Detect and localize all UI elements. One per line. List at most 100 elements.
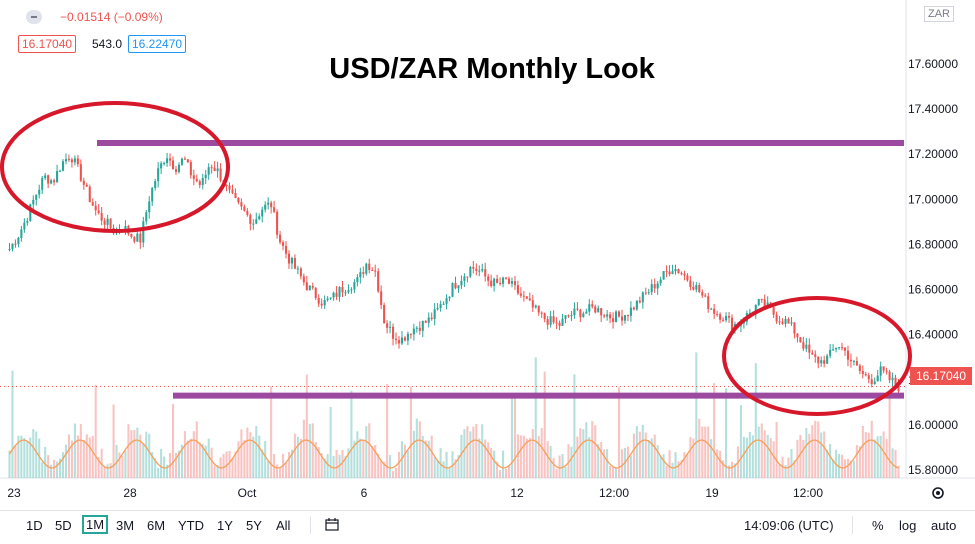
legend-menu-icon[interactable]: [26, 10, 42, 24]
settings-gear-icon[interactable]: [932, 487, 944, 499]
volume-bar: [528, 438, 531, 478]
candle-body: [287, 253, 291, 264]
utc-clock[interactable]: 14:09:06 (UTC): [744, 518, 834, 533]
volume-bar: [561, 454, 564, 478]
volume-bar: [778, 464, 781, 478]
candle-body: [677, 269, 680, 274]
highlight-circle-bottom[interactable]: [722, 296, 912, 416]
candle-body: [561, 318, 564, 326]
time-axis[interactable]: 23 28 Oct 6 12 12:00 19 12:00: [7, 486, 823, 500]
candle-body: [528, 298, 531, 301]
candle-body: [264, 204, 267, 210]
candle-body: [148, 201, 151, 213]
volume-bar: [436, 460, 439, 478]
volume-bar: [894, 449, 897, 478]
candle-body: [192, 175, 195, 179]
volume-bar: [579, 428, 582, 478]
candle-body: [44, 175, 47, 179]
candle-body: [609, 314, 612, 319]
percent-toggle[interactable]: %: [872, 518, 884, 533]
volume-bar: [151, 452, 154, 478]
volume-bar: [757, 426, 760, 478]
volume-bar: [67, 434, 70, 478]
auto-toggle[interactable]: auto: [931, 518, 957, 533]
timeframe-1y[interactable]: 1Y: [217, 518, 233, 533]
log-toggle[interactable]: log: [899, 518, 917, 533]
x-tick-label: 28: [123, 486, 137, 500]
timeframe-5d[interactable]: 5D: [55, 518, 72, 533]
volume-bar: [573, 374, 576, 478]
timeframe-all[interactable]: All: [276, 518, 291, 533]
volume-bar: [617, 387, 621, 478]
timeframe-1d[interactable]: 1D: [26, 518, 43, 533]
volume-bar: [775, 421, 778, 478]
volume-bar: [873, 439, 876, 478]
volume-bar: [261, 449, 264, 478]
candle-body: [522, 295, 525, 297]
volume-bar: [745, 437, 748, 478]
timeframe-5y[interactable]: 5Y: [246, 518, 262, 533]
candle-body: [371, 270, 374, 272]
volume-bar: [394, 467, 398, 478]
volume-bar: [612, 467, 615, 478]
candle-body: [97, 210, 100, 214]
timeframe-3m[interactable]: 3M: [116, 518, 135, 533]
candle-body: [638, 300, 641, 303]
volume-bar: [594, 425, 597, 478]
y-tick-label: 16.80000: [908, 237, 958, 251]
date-range-icon[interactable]: [325, 518, 339, 531]
candle-body: [94, 205, 97, 211]
candle-body: [662, 271, 665, 280]
volume-bar: [258, 435, 261, 478]
ask-price-box[interactable]: 16.22470: [128, 35, 187, 53]
volume-bar: [751, 435, 754, 478]
candle-body: [778, 321, 781, 323]
timeframe-1m[interactable]: 1M: [82, 515, 109, 534]
candle-body: [397, 340, 401, 344]
candle-layer: [8, 152, 900, 398]
volume-bar: [380, 460, 383, 478]
volume-bar: [88, 437, 91, 478]
candle-body: [85, 184, 88, 187]
volume-ma-layer: [8, 439, 899, 469]
candle-body: [201, 178, 204, 185]
candle-body: [26, 221, 29, 223]
candle-body: [840, 347, 844, 349]
volume-bar: [365, 426, 368, 478]
candle-body: [356, 277, 359, 283]
candle-body: [710, 308, 713, 310]
volume-bar: [412, 430, 415, 478]
volume-bar: [870, 420, 873, 478]
bid-price-box[interactable]: 16.17040: [18, 35, 77, 53]
volume-bar: [820, 432, 823, 478]
candle-body: [403, 337, 406, 341]
volume-bar: [50, 464, 53, 478]
volume-bar: [61, 452, 65, 478]
y-tick-label: 15.80000: [908, 463, 958, 477]
candle-body: [481, 269, 484, 271]
volume-bar: [445, 452, 448, 478]
volume-bar: [597, 444, 600, 478]
highlight-circle-top[interactable]: [0, 101, 230, 233]
timeframe-6m[interactable]: 6M: [147, 518, 166, 533]
volume-bar: [424, 440, 427, 478]
candle-body: [612, 318, 615, 323]
volume-bar: [38, 438, 41, 478]
candle-body: [823, 360, 826, 364]
volume-bar: [317, 447, 320, 478]
volume-bar: [739, 405, 742, 478]
volume-bar: [659, 456, 662, 478]
timeframe-ytd[interactable]: YTD: [178, 518, 204, 533]
candle-body: [252, 223, 255, 225]
candle-body: [442, 303, 445, 305]
volume-bar: [891, 448, 894, 478]
volume-bar: [704, 426, 707, 478]
candle-body: [894, 377, 897, 385]
volume-bar: [867, 432, 870, 478]
volume-bar: [668, 450, 671, 478]
volume-bar: [201, 444, 204, 478]
volume-bar: [680, 460, 683, 478]
candle-body: [323, 300, 326, 306]
